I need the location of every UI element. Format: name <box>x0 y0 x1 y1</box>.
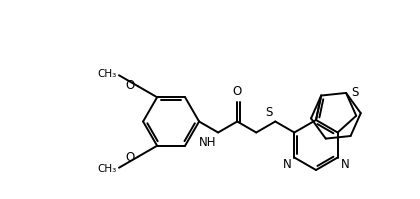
Text: O: O <box>126 151 135 164</box>
Text: S: S <box>351 86 358 100</box>
Text: O: O <box>126 79 135 92</box>
Text: S: S <box>265 106 272 120</box>
Text: N: N <box>341 158 349 172</box>
Text: NH: NH <box>199 136 216 148</box>
Text: CH₃: CH₃ <box>98 164 117 174</box>
Text: N: N <box>283 158 291 172</box>
Text: CH₃: CH₃ <box>98 69 117 79</box>
Text: O: O <box>233 85 242 98</box>
